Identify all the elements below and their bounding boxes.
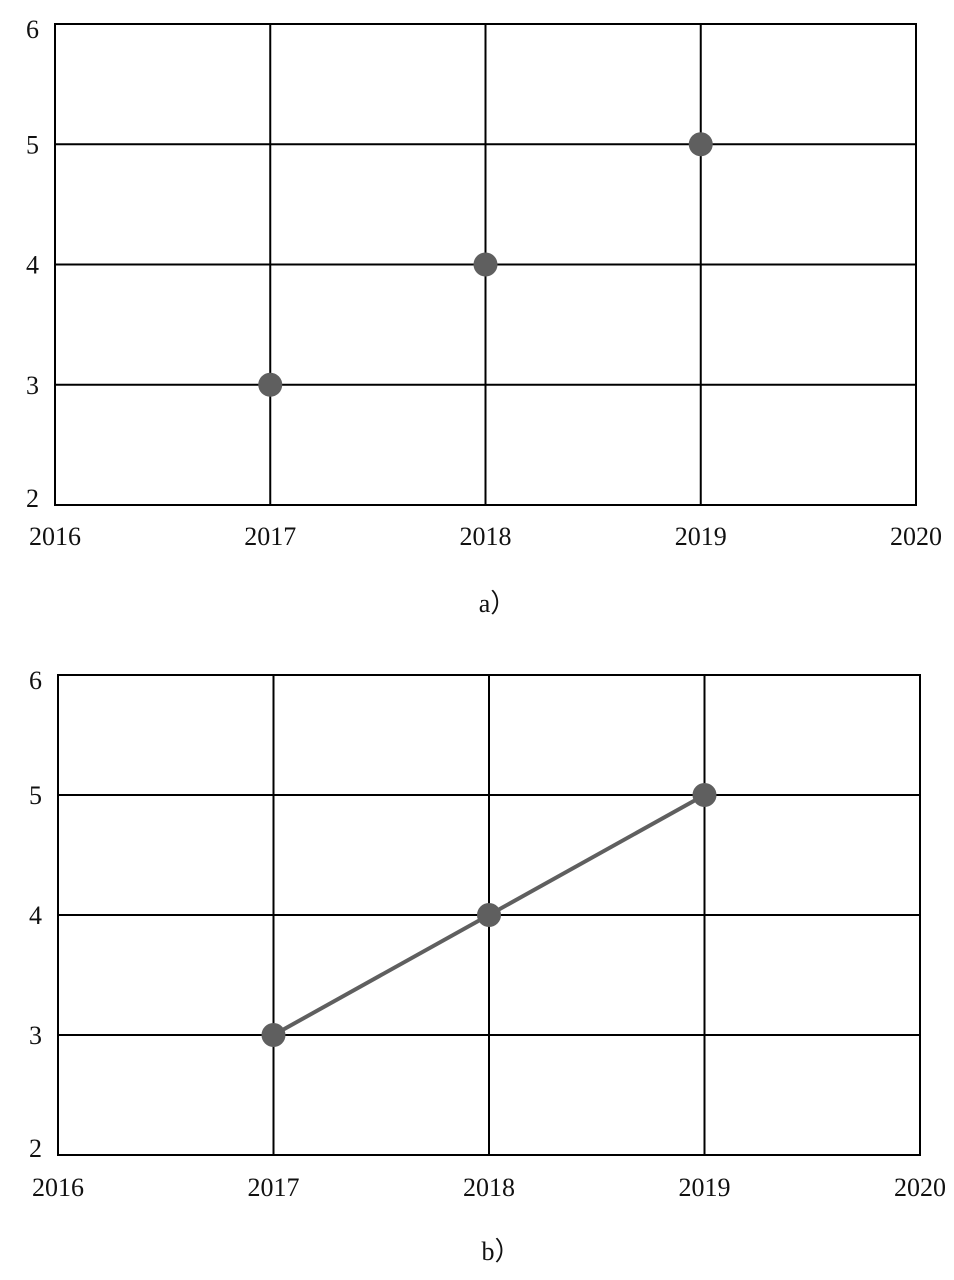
data-point [261,1023,286,1047]
x-tick-label: 2020 [894,1173,946,1202]
y-tick-label: 5 [26,130,39,159]
data-point [688,132,713,157]
plot-frame [57,674,921,1156]
y-tick-label: 5 [29,781,42,810]
x-tick-label: 2017 [244,522,296,551]
x-tick-label: 2016 [32,1173,84,1202]
x-tick-label: 2018 [460,522,512,551]
x-tick-label: 2018 [463,1173,515,1202]
x-tick-label: 2020 [890,522,942,551]
panel-caption: b） [481,1237,520,1266]
y-tick-label: 2 [29,1134,42,1163]
y-tick-label: 4 [26,251,39,280]
y-tick-label: 3 [26,371,39,400]
y-tick-label: 6 [26,15,39,44]
y-tick-label: 4 [29,901,42,930]
panel-caption: a） [479,589,517,618]
plot-frame [54,23,917,506]
data-point [258,372,283,397]
chart-panel-a: 2 3 4 5 6 2016 2017 2018 2019 2020 a） [26,15,942,618]
data-point [692,783,717,807]
data-point [473,252,498,277]
x-tick-label: 2019 [679,1173,731,1202]
y-tick-label: 3 [29,1021,42,1050]
x-tick-label: 2019 [675,522,727,551]
chart-panel-b: 2 3 4 5 6 2016 2017 2018 2019 2020 b） [29,666,946,1266]
y-tick-label: 6 [29,666,42,695]
x-tick-label: 2016 [29,522,81,551]
x-tick-label: 2017 [248,1173,300,1202]
data-point [477,903,501,927]
y-tick-label: 2 [26,484,39,513]
